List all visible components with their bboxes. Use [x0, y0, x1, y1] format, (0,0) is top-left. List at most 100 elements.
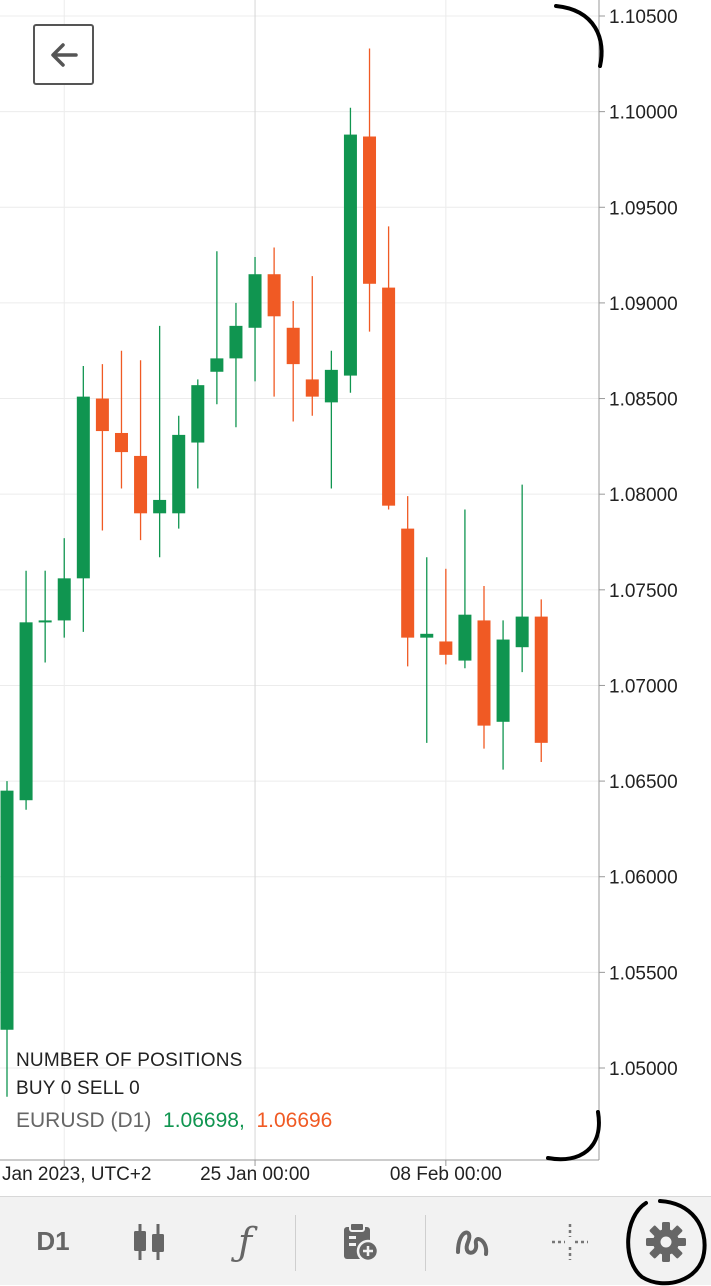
candle-body [153, 499, 167, 514]
candle [286, 300, 300, 422]
new-order-button[interactable] [325, 1197, 395, 1286]
y-tick-label: 1.07000 [609, 676, 678, 697]
candle [401, 496, 415, 667]
candle-body [38, 620, 52, 623]
timeframe-label: D1 [36, 1226, 70, 1256]
candle [134, 360, 148, 541]
settings-button[interactable] [631, 1197, 701, 1286]
chart-type-button[interactable] [114, 1197, 184, 1286]
candlestick-icon [134, 1223, 164, 1260]
y-tick-label: 1.06000 [609, 868, 678, 889]
gear-icon [646, 1221, 686, 1262]
crosshair-button[interactable] [535, 1197, 605, 1286]
candle [496, 620, 510, 770]
y-tick-label: 1.08500 [609, 390, 678, 411]
drawing-icon [456, 1230, 489, 1256]
candle-body [191, 385, 205, 443]
candle [477, 585, 491, 749]
candle-body [420, 633, 434, 638]
candle [229, 302, 243, 428]
candle [210, 251, 224, 405]
candle-body [439, 641, 453, 655]
candle [363, 48, 377, 332]
candle-body [401, 528, 415, 638]
candle [267, 247, 281, 397]
candle [153, 325, 167, 558]
candle [172, 415, 186, 529]
candlestick-chart[interactable]: 1.10500 1.10000 1.09500 1.09000 1.08500 1.080… [0, 0, 711, 1190]
symbol-label: EURUSD (D1) [16, 1109, 152, 1132]
indicators-icon: ƒ [237, 1219, 253, 1264]
candle [534, 599, 548, 762]
candle-body [363, 136, 377, 284]
candle [515, 484, 529, 673]
y-tick-label: 1.09500 [609, 198, 678, 219]
y-tick-label: 1.10000 [609, 103, 678, 124]
y-tick-label: 1.06500 [609, 772, 678, 793]
bottom-toolbar: D1 ƒ [0, 1196, 711, 1286]
candle-body [210, 358, 224, 372]
candle [458, 509, 472, 669]
candle [343, 107, 357, 393]
candle-body [515, 616, 529, 648]
handwritten-marks [546, 4, 604, 1162]
candle [191, 379, 205, 489]
candle-body [19, 622, 33, 801]
y-tick-label: 1.08000 [609, 485, 678, 506]
toolbar-divider [295, 1215, 296, 1271]
x-tick-label: 11 Jan 2023, UTC+2 [0, 1164, 151, 1185]
candle-body [496, 639, 510, 722]
candle [0, 781, 14, 1097]
candle-body [382, 287, 396, 506]
crosshair-icon [552, 1223, 588, 1260]
positions-info: NUMBER OF POSITIONS BUY 0 SELL 0 [16, 1047, 243, 1103]
candle-body [95, 398, 109, 432]
candle-body [114, 432, 128, 453]
y-tick-label: 1.07500 [609, 581, 678, 602]
ask-price: 1.06696 [256, 1109, 333, 1132]
candle-body [248, 274, 262, 328]
candle [382, 226, 396, 510]
candle-body [343, 134, 357, 376]
chart-area[interactable]: 1.10500 1.10000 1.09500 1.09000 1.08500 1.080… [0, 0, 711, 1190]
y-tick-label: 1.09000 [609, 294, 678, 315]
candle-body [229, 325, 243, 359]
candle [38, 570, 52, 663]
candle-body [324, 369, 338, 403]
candle-body [534, 616, 548, 743]
drawing-tools-button[interactable] [437, 1197, 507, 1286]
x-tick-label: 08 Feb 00:00 [390, 1164, 502, 1185]
candle-body [477, 620, 491, 726]
candle-body [0, 790, 14, 1030]
candle-body [458, 614, 472, 661]
candle-body [286, 327, 300, 365]
arrow-left-icon [50, 42, 78, 67]
candle [95, 364, 109, 531]
candle-body [134, 455, 148, 514]
y-tick-label: 1.05000 [609, 1059, 678, 1080]
timeframe-button[interactable]: D1 [18, 1197, 88, 1286]
handwritten-circle-mark [626, 1199, 707, 1286]
candle [305, 276, 319, 416]
toolbar-divider [425, 1215, 426, 1271]
candle-body [267, 274, 281, 317]
candle [248, 257, 262, 382]
candle [439, 568, 453, 665]
positions-summary: BUY 0 SELL 0 [16, 1078, 140, 1099]
x-tick-label: 25 Jan 00:00 [200, 1164, 310, 1185]
indicators-button[interactable]: ƒ [210, 1197, 280, 1286]
positions-title: NUMBER OF POSITIONS [16, 1050, 243, 1071]
back-button[interactable] [33, 24, 94, 85]
candle [420, 557, 434, 743]
candle [114, 350, 128, 489]
candle [324, 350, 338, 489]
candle [76, 366, 90, 632]
bid-price: 1.06698 [163, 1109, 239, 1132]
y-tick-label: 1.05500 [609, 963, 678, 984]
y-tick-label: 1.10500 [609, 7, 678, 28]
candle-body [57, 578, 71, 621]
candle [57, 538, 71, 638]
symbol-quote-line: EURUSD (D1) 1.06698, 1.06696 [16, 1109, 333, 1132]
new-order-icon [344, 1221, 380, 1262]
candle-body [305, 379, 319, 397]
